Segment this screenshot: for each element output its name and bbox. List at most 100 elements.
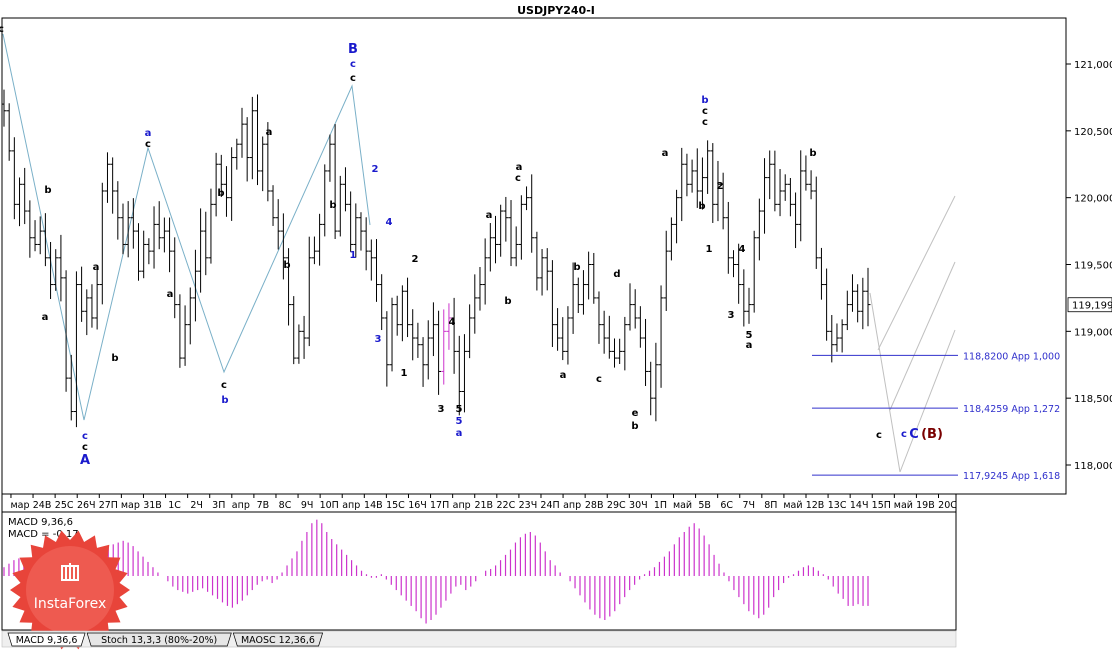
wave-label: c	[702, 117, 708, 128]
wave-label: c	[350, 73, 356, 84]
y-tick-label: 119,000	[1074, 327, 1112, 338]
wave-label: 4	[739, 244, 746, 255]
projection-channel	[869, 195, 956, 473]
wave-label: c	[876, 430, 882, 441]
wave-label: c	[221, 380, 227, 391]
wave-label: b	[283, 260, 290, 271]
wave-label: 3	[438, 404, 445, 415]
wave-label: c	[515, 173, 521, 184]
x-tick-label: 9Ч	[301, 500, 314, 511]
wave-label: b	[809, 148, 816, 159]
tab-1[interactable]	[86, 632, 232, 647]
x-tick-label: 12В	[806, 500, 825, 511]
main-plot-frame	[1, 17, 1067, 495]
wave-label: a	[486, 210, 493, 221]
wave-label: e	[632, 408, 639, 419]
wave-label: c	[0, 24, 4, 35]
indicator-name: MACD 9,36,6	[8, 517, 73, 528]
wave-label: C	[909, 427, 919, 442]
x-tick-label: 27П	[99, 500, 118, 511]
channel-line	[889, 261, 956, 411]
tab-label[interactable]: Stoch 13,3,3 (80%-20%)	[101, 635, 217, 646]
wave-label: (B)	[921, 427, 943, 442]
y-tick-label: 120,500	[1074, 127, 1112, 138]
x-tick-label: мар	[10, 500, 29, 511]
macd-histogram	[3, 519, 869, 624]
indicator-value: MACD = -0,17	[8, 529, 79, 540]
x-tick-label: мар	[121, 500, 140, 511]
y-axis: 121,000 120,500 120,000 119,500 119,000 118,5…	[1066, 60, 1112, 472]
x-tick-label: апр	[232, 500, 250, 511]
wave-label: 1	[401, 368, 408, 379]
current-price-label: 119,199	[1072, 301, 1112, 312]
x-tick-label: 5В	[698, 500, 711, 511]
wave-label: 2	[717, 181, 724, 192]
channel-line	[899, 329, 956, 473]
x-tick-label: 16Ч	[408, 500, 427, 511]
y-tick-label: 118,000	[1074, 461, 1112, 472]
x-tick-label: май	[783, 500, 802, 511]
wave-label: a	[516, 162, 523, 173]
wave-label: b	[217, 188, 224, 199]
y-tick-label: 118,500	[1074, 394, 1112, 405]
channel-line	[869, 292, 901, 473]
x-tick-label: 8П	[764, 500, 777, 511]
x-tick-label: май	[673, 500, 692, 511]
wave-label: A	[80, 453, 90, 468]
x-tick-label: 23Ч	[519, 500, 538, 511]
x-tick-label: 2Ч	[190, 500, 203, 511]
wave-label: c	[82, 431, 88, 442]
wave-label: b	[631, 421, 638, 432]
instaforex-logo: InstaForex	[10, 530, 130, 650]
wave-label: c	[82, 442, 88, 453]
wave-label: a	[266, 127, 273, 138]
wave-label: b	[111, 353, 118, 364]
wave-label: B	[348, 42, 358, 57]
x-tick-label: 21В	[474, 500, 493, 511]
x-tick-label: 24В	[33, 500, 52, 511]
y-tick-label: 119,500	[1074, 261, 1112, 272]
wave-label: a	[456, 428, 463, 439]
y-tick-label: 120,000	[1074, 194, 1112, 205]
wave-label: 1	[350, 250, 357, 261]
x-tick-label: 7В	[257, 500, 270, 511]
x-tick-label: 14В	[364, 500, 383, 511]
wave-label: b	[573, 262, 580, 273]
y-tick-label: 121,000	[1074, 60, 1112, 71]
x-tick-label: 8С	[279, 500, 292, 511]
x-tick-label: апр	[342, 500, 360, 511]
wave-label: c	[596, 374, 602, 385]
wave-label: 2	[412, 254, 419, 265]
x-tick-label: 25С	[55, 500, 74, 511]
indicator-tabs[interactable]: MACD 9,36,6 Stoch 13,3,3 (80%-20%) MAOSC 1…	[1, 630, 957, 648]
tab-label[interactable]: MAOSC 12,36,6	[241, 635, 315, 646]
x-tick-label: 1П	[654, 500, 667, 511]
target-label: 118,8200 App 1,000	[963, 351, 1060, 362]
zigzag-line	[2, 33, 371, 421]
x-tick-label: апр	[563, 500, 581, 511]
x-tick-label: 13С	[828, 500, 847, 511]
tab-0[interactable]	[7, 632, 86, 647]
chart-title: USDJPY240-I	[517, 4, 595, 17]
wave-label: 4	[449, 317, 456, 328]
x-axis: мар 24В 25С 26Ч 27П мар 31В 1С 2Ч 3П апр 7В 8С 9Ч 10П а…	[10, 494, 957, 511]
wave-label: c	[145, 139, 151, 150]
wave-label: b	[329, 200, 336, 211]
x-tick-label: 22С	[496, 500, 515, 511]
wave-label: c	[901, 429, 907, 440]
wave-label: a	[145, 128, 152, 139]
wave-label: 1	[706, 244, 713, 255]
wave-label: a	[42, 312, 49, 323]
tab-2[interactable]	[232, 632, 324, 647]
x-tick-label: 6С	[720, 500, 733, 511]
tab-label[interactable]: MACD 9,36,6	[16, 635, 78, 646]
x-tick-label: май	[894, 500, 913, 511]
x-tick-label: 7Ч	[743, 500, 756, 511]
wave-label: 3	[375, 334, 382, 345]
target-label: 117,9245 App 1,618	[963, 471, 1060, 482]
x-tick-label: 17П	[430, 500, 449, 511]
wave-label: c	[702, 106, 708, 117]
